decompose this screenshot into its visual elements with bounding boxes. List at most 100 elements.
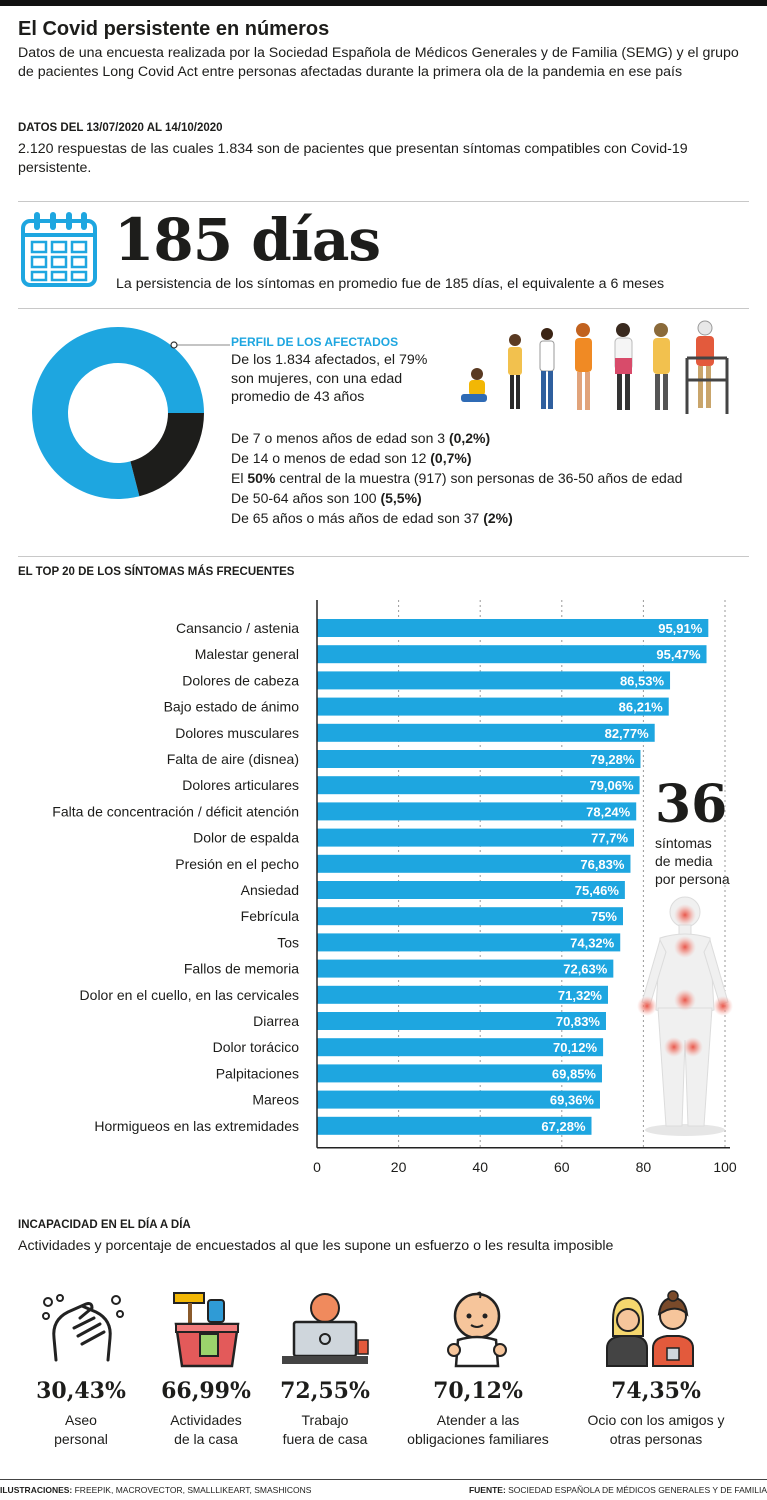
x-tick-label: 80 — [636, 1159, 652, 1175]
value-label: 86,21% — [619, 700, 664, 715]
x-tick-label: 0 — [313, 1159, 321, 1175]
bar — [317, 933, 621, 952]
value-label: 79,28% — [590, 752, 635, 767]
category-label: Dolores musculares — [175, 725, 299, 741]
footer-credits: ILUSTRACIONES: FREEPIK, MACROVECTOR, SMA… — [0, 1485, 312, 1495]
bar — [317, 619, 709, 637]
donut-slice-men — [130, 413, 204, 497]
cleaning-bucket-icon — [173, 1292, 240, 1368]
value-label: 76,83% — [580, 857, 625, 872]
bar — [317, 828, 635, 847]
symptoms-avg-number: 36 — [655, 774, 728, 835]
category-label: Dolor de espalda — [193, 830, 299, 846]
dates-label: DATOS DEL 13/07/2020 AL 14/10/2020 — [18, 122, 223, 134]
donut-slice-women — [32, 327, 204, 499]
value-label: 75% — [591, 909, 617, 924]
hand-washing-icon — [42, 1294, 124, 1362]
symptoms-avg-description: síntomas de media por persona — [655, 835, 730, 887]
bar — [317, 959, 614, 978]
activity-percentage: 30,43% — [36, 1378, 126, 1404]
activity-label: Actividades de la casa — [170, 1412, 242, 1447]
bar — [317, 671, 671, 690]
activity-label: Ocio con los amigos y otras personas — [587, 1412, 725, 1447]
category-label: Tos — [277, 934, 299, 950]
value-label: 86,53% — [620, 673, 665, 688]
category-label: Cansancio / astenia — [176, 620, 299, 636]
bar — [317, 697, 669, 716]
x-tick-label: 100 — [713, 1159, 737, 1175]
value-label: 72,63% — [563, 962, 608, 977]
bar — [317, 1064, 602, 1083]
value-label: 95,47% — [656, 647, 701, 662]
baby-icon — [447, 1291, 507, 1368]
profile-heading: PERFIL DE LOS AFECTADOS — [231, 335, 399, 349]
bar — [317, 854, 631, 873]
profile-text: De los 1.834 afectados, el 79% son mujer… — [231, 352, 428, 405]
category-label: Febrícula — [241, 908, 300, 924]
age-item: De 65 años o más años de edad son 37 (2%… — [231, 510, 513, 526]
category-label: Presión en el pecho — [175, 856, 299, 872]
human-body-icon — [637, 896, 733, 1136]
value-label: 82,77% — [605, 726, 650, 741]
x-tick-label: 40 — [472, 1159, 488, 1175]
category-label: Palpitaciones — [216, 1065, 299, 1081]
bar — [317, 723, 655, 742]
age-groups-illustration — [461, 320, 729, 414]
bar — [317, 1090, 600, 1109]
activity-percentage: 74,35% — [611, 1378, 701, 1404]
duration-big-number: 185 días — [114, 206, 381, 274]
category-label: Dolor en el cuello, en las cervicales — [80, 987, 299, 1003]
category-label: Ansiedad — [241, 882, 299, 898]
page-title: El Covid persistente en números — [18, 18, 330, 40]
activity-percentage: 66,99% — [161, 1378, 251, 1404]
age-item: De 50-64 años son 100 (5,5%) — [231, 490, 422, 506]
symptoms-chart-title: EL TOP 20 DE LOS SÍNTOMAS MÁS FRECUENTES — [18, 566, 295, 578]
laptop-worker-icon — [282, 1293, 369, 1364]
category-label: Falta de concentración / déficit atenció… — [52, 803, 299, 819]
bar — [317, 750, 641, 768]
age-item: De 7 o menos años de edad son 3 (0,2%) — [231, 430, 491, 446]
category-label: Falta de aire (disnea) — [167, 751, 299, 767]
divider — [18, 308, 749, 309]
value-label: 77,7% — [591, 831, 628, 846]
incapacity-subtitle: Actividades y porcentaje de encuestados … — [18, 1238, 614, 1254]
donut-leader-line — [170, 341, 230, 349]
duration-description: La persistencia de los síntomas en prome… — [116, 276, 665, 292]
bar — [317, 645, 707, 664]
value-label: 70,12% — [553, 1040, 598, 1055]
footer-source: FUENTE: SOCIEDAD ESPAÑOLA DE MÉDICOS GEN… — [468, 1485, 767, 1495]
age-item: De 14 o menos de edad son 12 (0,7%) — [231, 450, 472, 466]
calendar-icon — [21, 212, 97, 287]
footer-divider — [0, 1479, 767, 1480]
activity-label: Aseo personal — [54, 1412, 108, 1447]
symptoms-bar-chart: Cansancio / astenia 95,91% Malestar genera… — [52, 600, 737, 1175]
category-label: Fallos de memoria — [184, 961, 299, 977]
bar — [317, 802, 637, 821]
divider — [18, 201, 749, 202]
value-label: 79,06% — [589, 778, 634, 793]
x-tick-label: 20 — [391, 1159, 407, 1175]
bar — [317, 1116, 592, 1135]
activity-percentage: 70,12% — [433, 1378, 523, 1404]
value-label: 75,46% — [575, 883, 620, 898]
bar — [317, 776, 640, 795]
value-label: 70,83% — [556, 1014, 601, 1029]
x-tick-label: 60 — [554, 1159, 570, 1175]
value-label: 74,32% — [570, 935, 615, 950]
category-label: Bajo estado de ánimo — [164, 699, 300, 715]
divider — [18, 556, 749, 557]
activity-percentage: 72,55% — [280, 1378, 370, 1404]
age-item: El 50% central de la muestra (917) son p… — [231, 470, 683, 486]
category-label: Diarrea — [253, 1013, 299, 1029]
bar — [317, 985, 608, 1004]
donut-hole — [69, 364, 167, 462]
activity-label: Trabajo fuera de casa — [282, 1412, 368, 1447]
top-bar — [0, 0, 767, 6]
bar — [317, 907, 623, 926]
activity-label: Atender a las obligaciones familiares — [407, 1412, 549, 1447]
incapacity-heading: INCAPACIDAD EN EL DÍA A DÍA — [18, 1219, 191, 1231]
value-label: 95,91% — [658, 621, 703, 636]
women-share-donut — [32, 327, 204, 499]
category-label: Dolor torácico — [213, 1039, 300, 1055]
age-breakdown-list: De 7 o menos años de edad son 3 (0,2%) D… — [231, 428, 682, 528]
